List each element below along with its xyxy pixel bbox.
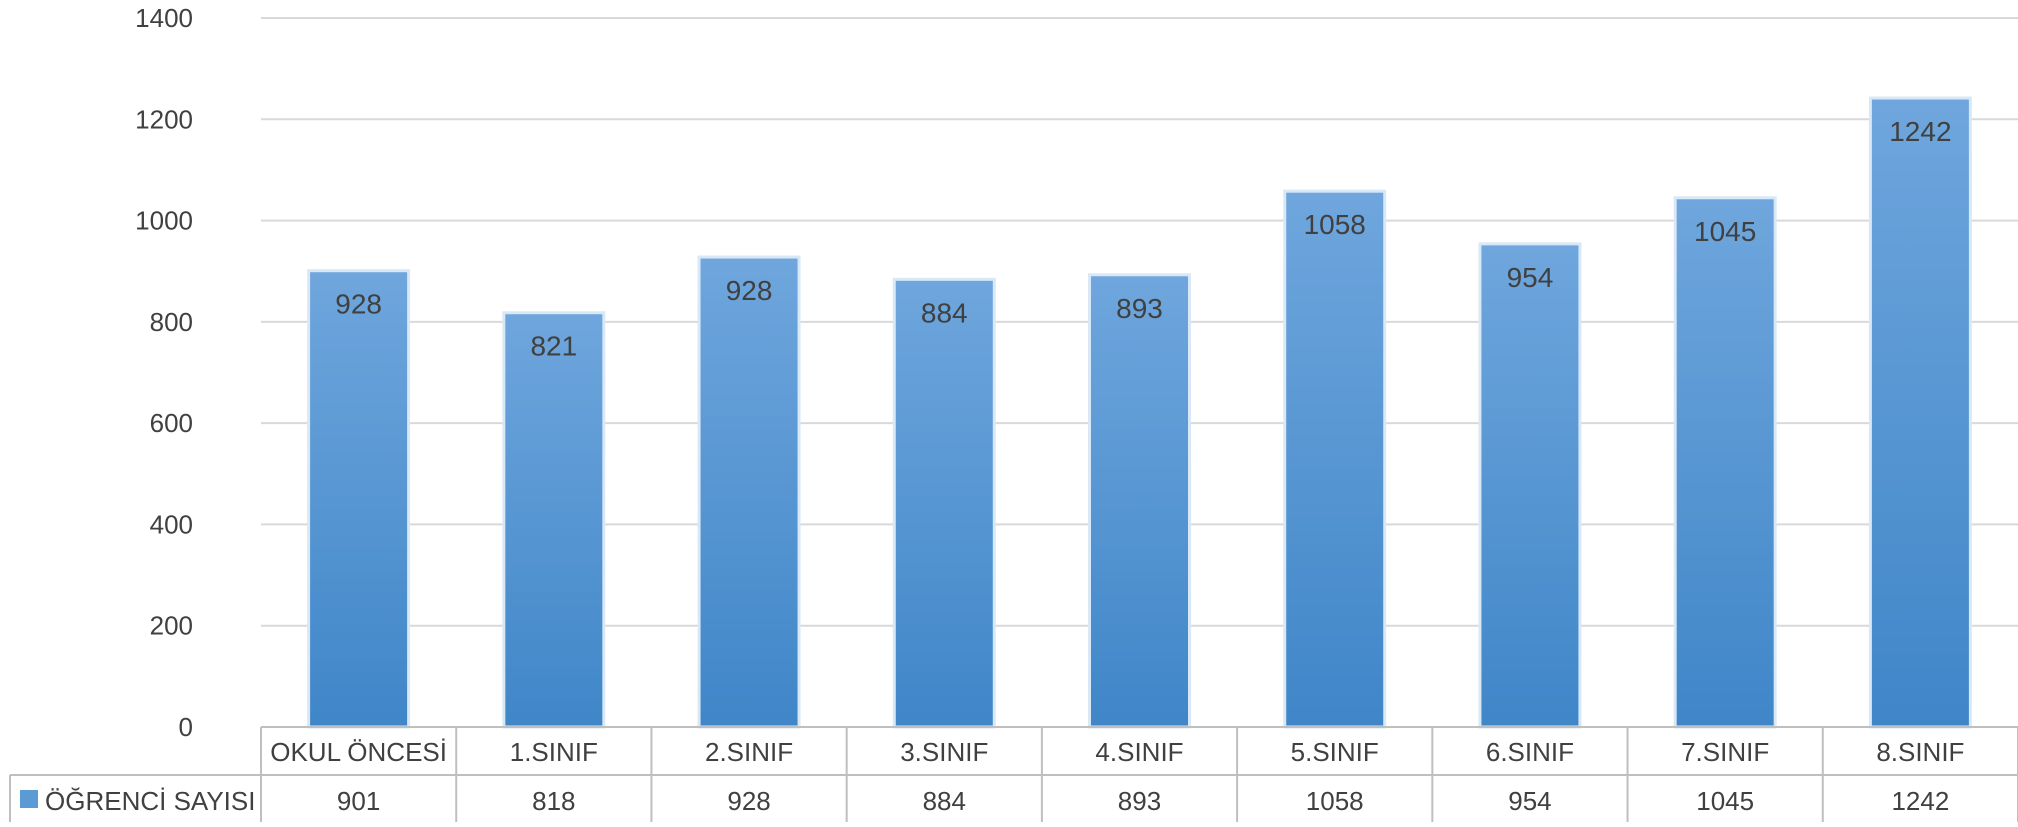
table-value: 928 xyxy=(727,786,770,816)
table-value: 1058 xyxy=(1306,786,1364,816)
y-tick-label: 200 xyxy=(150,611,193,641)
data-label: 928 xyxy=(335,289,382,320)
table-value: 1045 xyxy=(1696,786,1754,816)
bar xyxy=(307,269,411,729)
category-label: 5.SINIF xyxy=(1291,737,1379,767)
category-label: 2.SINIF xyxy=(705,737,793,767)
bar xyxy=(1283,189,1387,729)
category-label: OKUL ÖNCESİ xyxy=(270,737,447,767)
category-label: 1.SINIF xyxy=(510,737,598,767)
table-value: 884 xyxy=(923,786,966,816)
bar xyxy=(1868,96,1972,729)
bar xyxy=(892,277,996,729)
bar xyxy=(697,255,801,729)
table-value: 818 xyxy=(532,786,575,816)
data-table: OKUL ÖNCESİ 901 1.SINIF 818 2.SINIF 928 3.SINI… xyxy=(9,726,2018,822)
category-label: 8.SINIF xyxy=(1876,737,1964,767)
y-tick-label: 400 xyxy=(150,509,193,539)
y-tick-label: 1000 xyxy=(135,206,193,236)
y-tick-label: 0 xyxy=(179,712,193,742)
legend-swatch xyxy=(20,790,38,808)
bar xyxy=(1673,196,1777,729)
legend-label: ÖĞRENCİ SAYISI xyxy=(45,786,255,816)
data-label: 1045 xyxy=(1694,216,1756,247)
y-tick-label: 800 xyxy=(150,307,193,337)
data-label: 884 xyxy=(921,297,968,328)
data-label: 1242 xyxy=(1889,116,1951,147)
data-label: 928 xyxy=(726,275,773,306)
y-axis: 0 200 400 600 800 1000 1200 1400 xyxy=(135,3,193,742)
bar xyxy=(1088,273,1191,729)
category-label: 7.SINIF xyxy=(1681,737,1769,767)
bars xyxy=(307,96,1972,729)
y-tick-label: 1400 xyxy=(135,3,193,33)
bar xyxy=(502,311,606,729)
data-label: 821 xyxy=(530,331,577,362)
data-label: 1058 xyxy=(1304,209,1366,240)
category-label: 6.SINIF xyxy=(1486,737,1574,767)
table-value: 1242 xyxy=(1891,786,1949,816)
category-label: 3.SINIF xyxy=(900,737,988,767)
table-value: 954 xyxy=(1508,786,1551,816)
y-tick-label: 1200 xyxy=(135,104,193,134)
category-label: 4.SINIF xyxy=(1095,737,1183,767)
data-label: 954 xyxy=(1507,262,1554,293)
bar xyxy=(1478,242,1582,729)
y-tick-label: 600 xyxy=(150,408,193,438)
data-label: 893 xyxy=(1116,293,1163,324)
data-labels: 928 821 928 884 893 1058 954 1045 1242 xyxy=(335,116,1951,362)
table-value: 901 xyxy=(337,786,380,816)
table-value: 893 xyxy=(1118,786,1161,816)
